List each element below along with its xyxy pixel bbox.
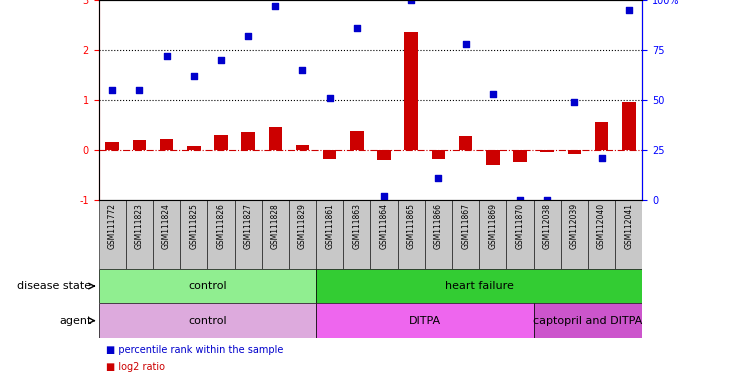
Point bbox=[569, 99, 580, 105]
Text: GSM111829: GSM111829 bbox=[298, 203, 307, 249]
Bar bbox=[133, 140, 146, 150]
Bar bbox=[187, 146, 201, 150]
Bar bbox=[534, 303, 642, 338]
Point bbox=[542, 197, 553, 203]
Bar bbox=[588, 200, 615, 269]
Point bbox=[134, 87, 145, 93]
Text: GSM111828: GSM111828 bbox=[271, 203, 280, 249]
Bar bbox=[261, 200, 289, 269]
Point bbox=[351, 25, 363, 31]
Point bbox=[324, 95, 336, 101]
Text: GSM111823: GSM111823 bbox=[135, 203, 144, 249]
Bar bbox=[398, 200, 425, 269]
Bar bbox=[486, 150, 499, 165]
Point bbox=[107, 87, 118, 93]
Bar bbox=[296, 145, 310, 150]
Bar bbox=[459, 136, 472, 150]
Bar bbox=[540, 150, 554, 152]
Text: GSM111861: GSM111861 bbox=[325, 203, 334, 249]
Bar bbox=[404, 33, 418, 150]
Text: GSM111870: GSM111870 bbox=[515, 203, 525, 249]
Text: captopril and DITPA: captopril and DITPA bbox=[534, 316, 642, 326]
Text: GSM112040: GSM112040 bbox=[597, 203, 606, 249]
Bar bbox=[615, 200, 642, 269]
Text: agent: agent bbox=[59, 316, 91, 326]
Text: GSM112041: GSM112041 bbox=[624, 203, 634, 249]
Text: GSM111865: GSM111865 bbox=[407, 203, 416, 249]
Bar bbox=[343, 200, 370, 269]
Bar bbox=[568, 150, 581, 154]
Point bbox=[215, 57, 227, 63]
Bar bbox=[513, 150, 527, 162]
Bar bbox=[234, 200, 261, 269]
Bar bbox=[180, 200, 207, 269]
Bar bbox=[316, 269, 642, 303]
Bar bbox=[105, 142, 119, 150]
Bar bbox=[153, 200, 180, 269]
Bar bbox=[207, 200, 234, 269]
Bar bbox=[99, 303, 316, 338]
Text: GSM112039: GSM112039 bbox=[570, 203, 579, 249]
Point bbox=[405, 0, 417, 3]
Bar bbox=[622, 103, 636, 150]
Text: control: control bbox=[188, 281, 226, 291]
Bar bbox=[214, 135, 228, 150]
Point bbox=[596, 155, 607, 161]
Bar bbox=[99, 200, 126, 269]
Bar bbox=[160, 139, 173, 150]
Text: ■ percentile rank within the sample: ■ percentile rank within the sample bbox=[106, 345, 283, 355]
Bar bbox=[316, 303, 534, 338]
Text: GSM111772: GSM111772 bbox=[107, 203, 117, 249]
Text: control: control bbox=[188, 316, 226, 326]
Bar bbox=[323, 150, 337, 159]
Text: GSM111867: GSM111867 bbox=[461, 203, 470, 249]
Bar bbox=[269, 127, 282, 150]
Text: GSM111864: GSM111864 bbox=[380, 203, 388, 249]
Bar bbox=[595, 122, 608, 150]
Text: heart failure: heart failure bbox=[445, 281, 514, 291]
Bar bbox=[431, 150, 445, 159]
Point bbox=[296, 67, 308, 73]
Point bbox=[269, 3, 281, 9]
Point bbox=[161, 53, 172, 59]
Text: ■ log2 ratio: ■ log2 ratio bbox=[106, 362, 165, 372]
Point bbox=[623, 7, 634, 13]
Bar bbox=[377, 150, 391, 160]
Bar bbox=[507, 200, 534, 269]
Point bbox=[242, 33, 254, 39]
Bar bbox=[289, 200, 316, 269]
Point bbox=[487, 91, 499, 97]
Point bbox=[460, 41, 472, 47]
Text: DITPA: DITPA bbox=[409, 316, 441, 326]
Bar bbox=[126, 200, 153, 269]
Bar bbox=[479, 200, 507, 269]
Text: GSM112038: GSM112038 bbox=[542, 203, 552, 249]
Text: GSM111866: GSM111866 bbox=[434, 203, 443, 249]
Text: GSM111824: GSM111824 bbox=[162, 203, 171, 249]
Bar bbox=[316, 200, 343, 269]
Bar bbox=[99, 269, 316, 303]
Bar bbox=[350, 131, 364, 150]
Text: GSM111869: GSM111869 bbox=[488, 203, 497, 249]
Bar bbox=[561, 200, 588, 269]
Point bbox=[378, 193, 390, 199]
Text: GSM111863: GSM111863 bbox=[353, 203, 361, 249]
Point bbox=[514, 197, 526, 203]
Bar bbox=[425, 200, 452, 269]
Bar bbox=[534, 200, 561, 269]
Text: GSM111827: GSM111827 bbox=[244, 203, 253, 249]
Bar bbox=[370, 200, 398, 269]
Point bbox=[433, 175, 445, 181]
Text: GSM111826: GSM111826 bbox=[216, 203, 226, 249]
Bar bbox=[452, 200, 479, 269]
Bar bbox=[242, 132, 255, 150]
Text: GSM111825: GSM111825 bbox=[189, 203, 199, 249]
Text: disease state: disease state bbox=[17, 281, 91, 291]
Point bbox=[188, 73, 199, 79]
